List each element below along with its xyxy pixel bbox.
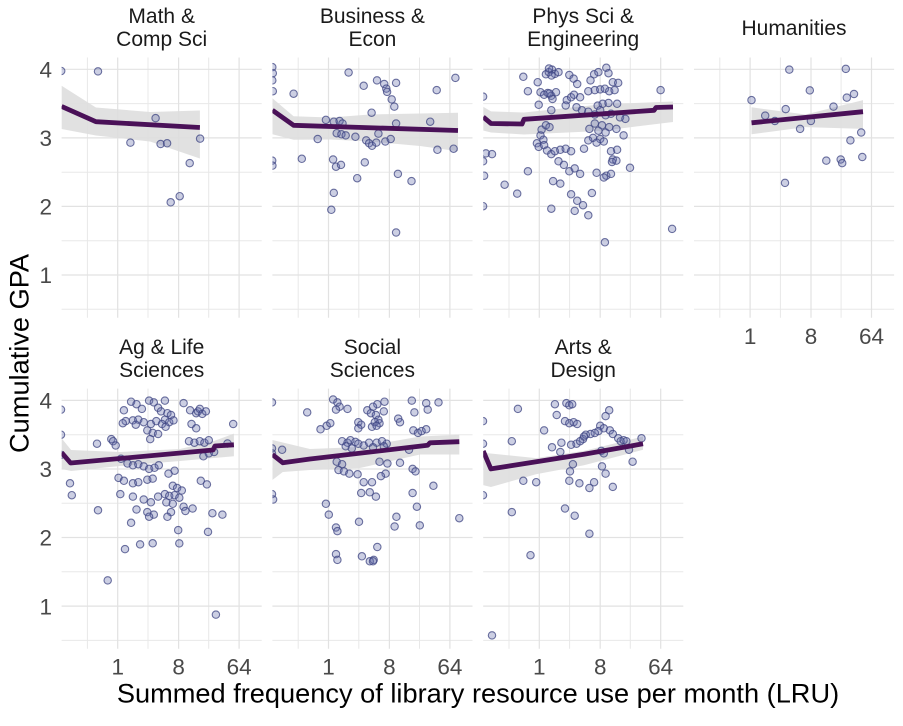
svg-text:Arts &: Arts & <box>555 336 612 359</box>
svg-text:8: 8 <box>383 654 396 679</box>
svg-text:8: 8 <box>805 324 818 349</box>
svg-text:1: 1 <box>533 654 546 679</box>
svg-text:1: 1 <box>744 324 757 349</box>
svg-text:Business &: Business & <box>320 5 425 28</box>
svg-text:Econ: Econ <box>348 28 396 51</box>
svg-text:Summed frequency of library re: Summed frequency of library resource use… <box>117 677 839 708</box>
svg-text:4: 4 <box>39 389 52 414</box>
svg-text:64: 64 <box>648 654 673 679</box>
svg-text:Math &: Math & <box>128 5 195 28</box>
svg-text:Humanities: Humanities <box>741 17 846 40</box>
svg-text:64: 64 <box>437 654 462 679</box>
svg-text:Ag & Life: Ag & Life <box>119 336 204 359</box>
svg-text:Social: Social <box>344 336 401 359</box>
svg-text:8: 8 <box>172 654 185 679</box>
svg-text:64: 64 <box>859 324 884 349</box>
svg-text:Comp Sci: Comp Sci <box>116 28 207 51</box>
svg-text:3: 3 <box>39 457 52 482</box>
svg-text:Phys Sci &: Phys Sci & <box>532 5 634 28</box>
svg-text:4: 4 <box>39 58 52 83</box>
svg-text:8: 8 <box>594 654 607 679</box>
svg-text:3: 3 <box>39 126 52 151</box>
svg-text:Sciences: Sciences <box>119 359 204 382</box>
svg-text:1: 1 <box>111 654 124 679</box>
svg-text:1: 1 <box>322 654 335 679</box>
svg-text:1: 1 <box>39 594 52 619</box>
svg-text:64: 64 <box>227 654 252 679</box>
svg-text:Engineering: Engineering <box>527 28 639 51</box>
svg-text:2: 2 <box>39 195 52 220</box>
svg-text:2: 2 <box>39 526 52 551</box>
svg-text:Cumulative GPA: Cumulative GPA <box>3 253 34 453</box>
svg-text:1: 1 <box>39 263 52 288</box>
svg-text:Sciences: Sciences <box>330 359 415 382</box>
svg-text:Design: Design <box>551 359 616 382</box>
